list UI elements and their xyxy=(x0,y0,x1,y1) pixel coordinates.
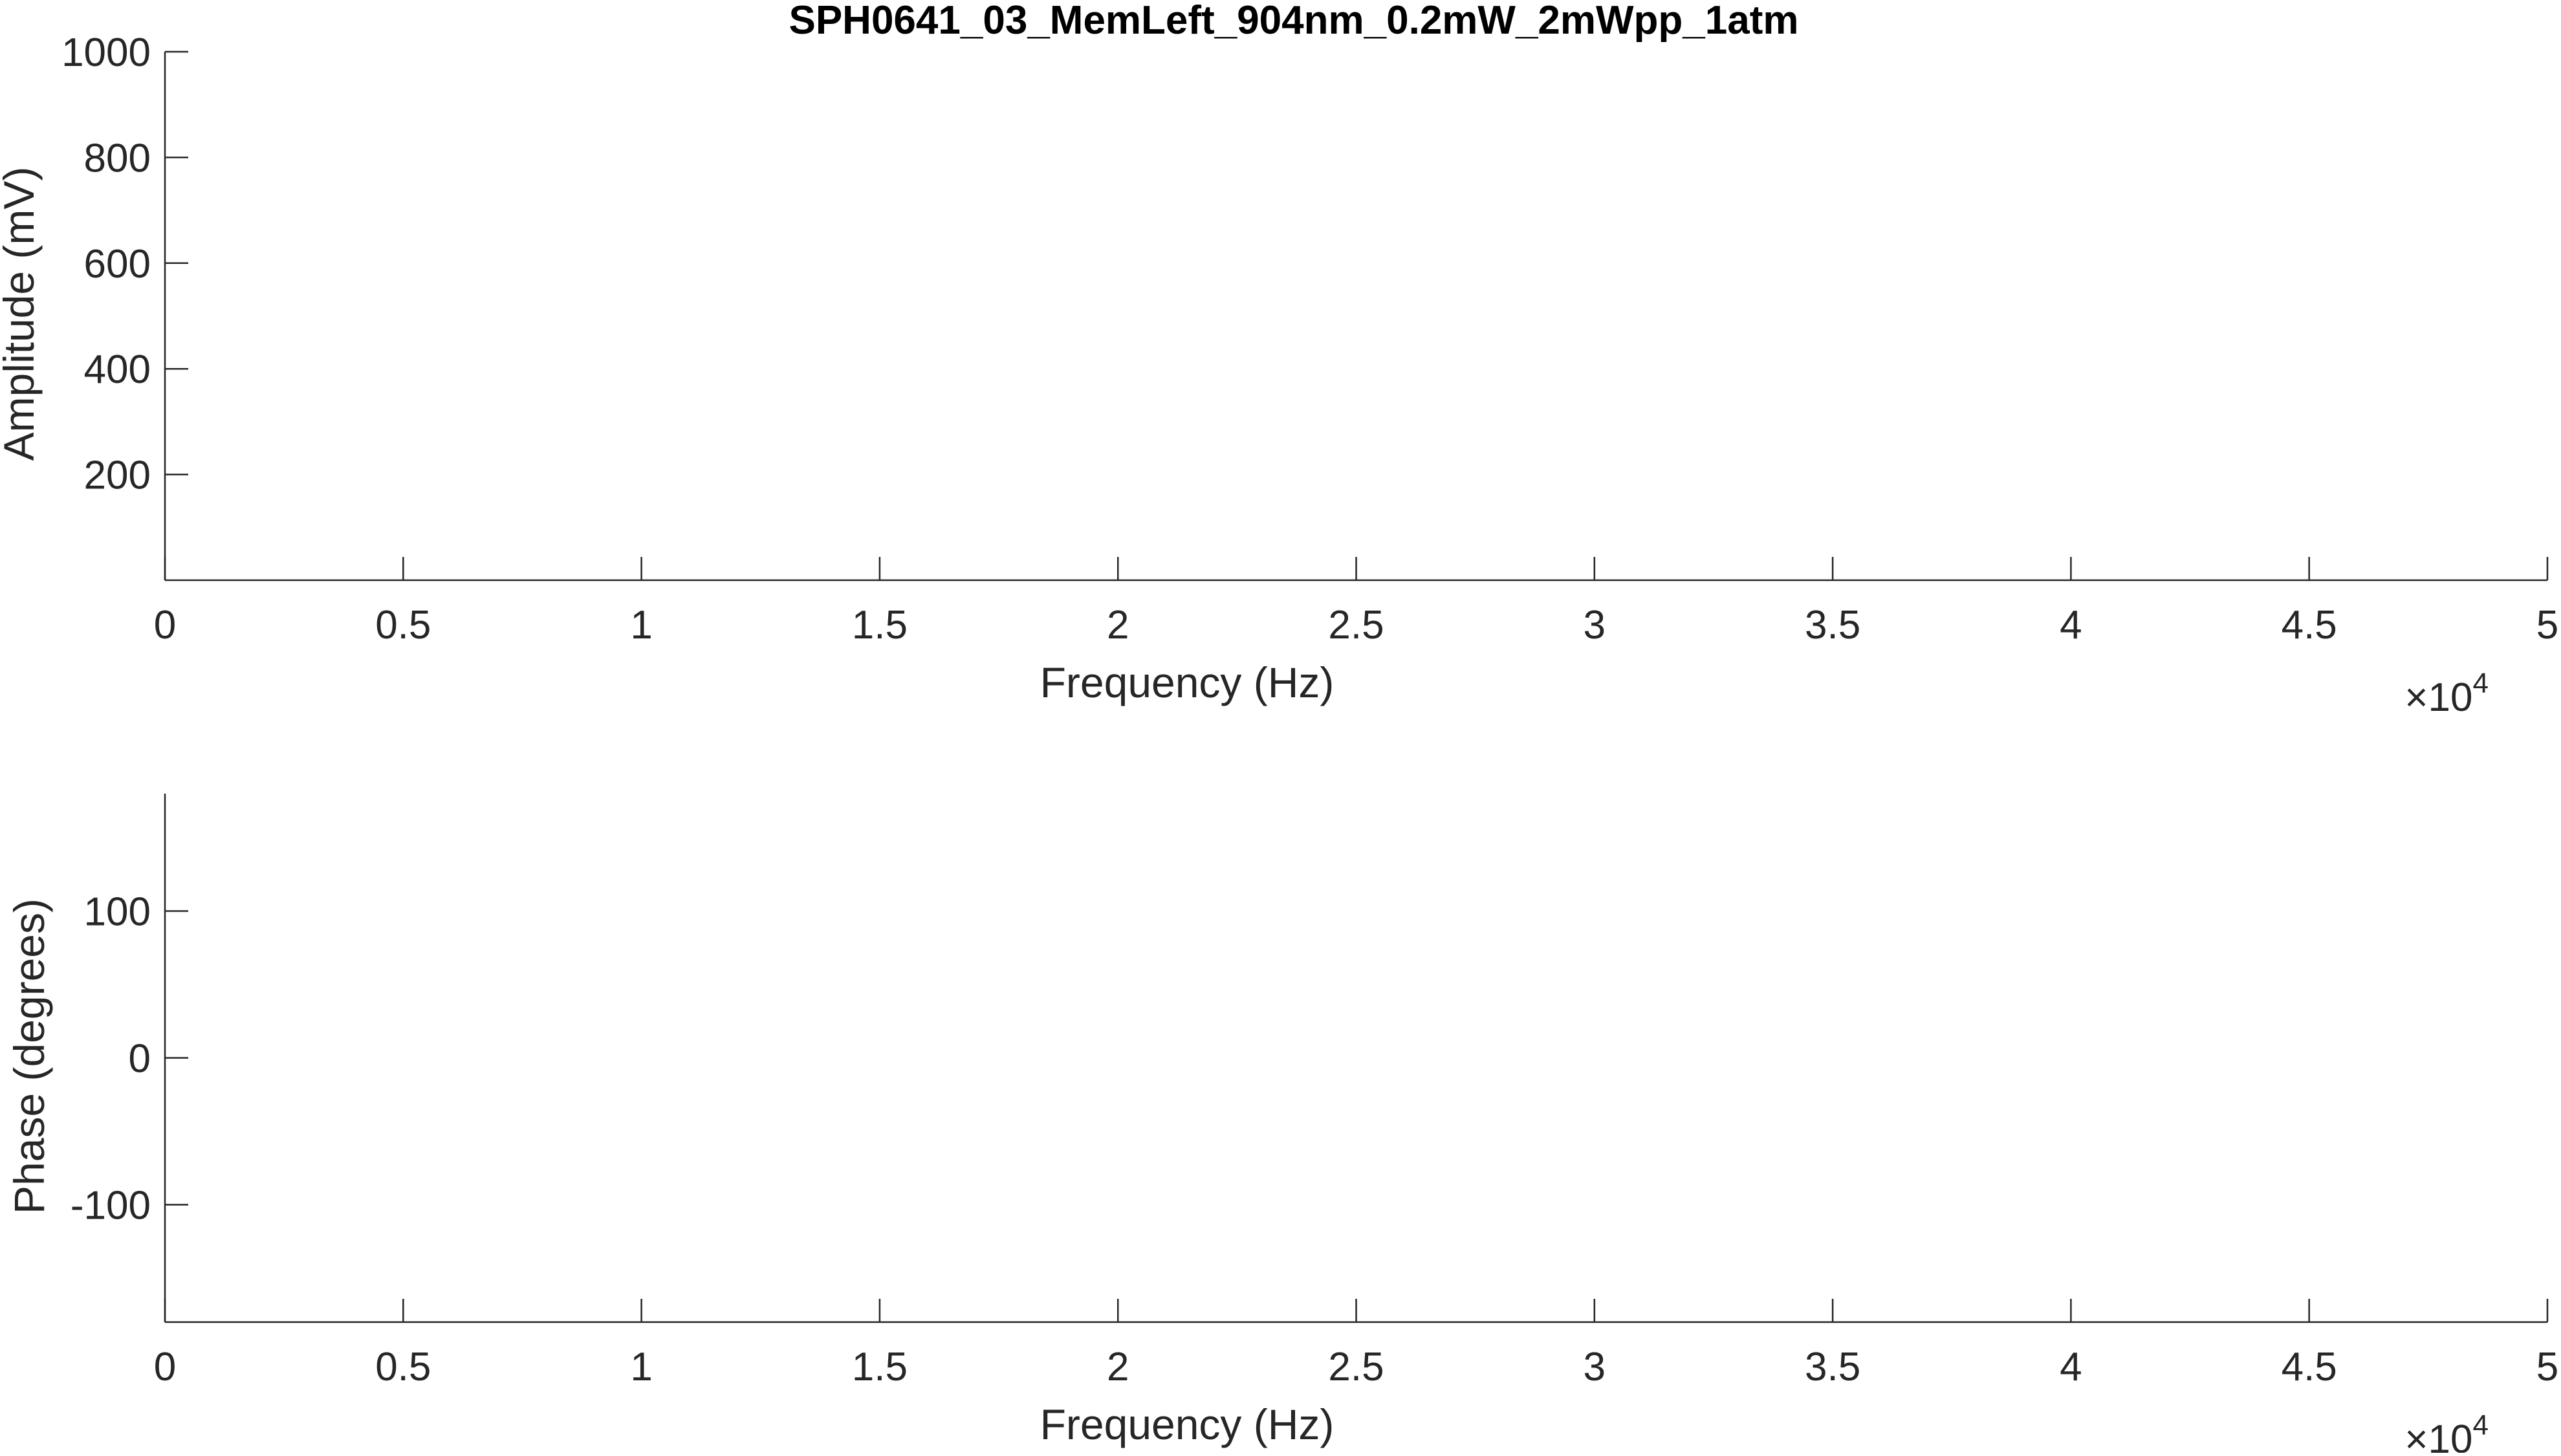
x-tick-label: 1.5 xyxy=(852,1345,908,1389)
x-tick-label: 0 xyxy=(154,603,176,647)
x-tick-label: 0 xyxy=(154,1345,176,1389)
x-tick-label: 5 xyxy=(2536,603,2558,647)
x-tick-label: 0.5 xyxy=(375,603,431,647)
x-tick-label: 1.5 xyxy=(852,603,908,647)
y-tick-label: -100 xyxy=(71,1183,151,1228)
x-tick-label: 2.5 xyxy=(1328,603,1384,647)
y-tick-label: 1000 xyxy=(61,30,151,75)
y-tick-label: 200 xyxy=(84,453,151,498)
x-tick-label: 3 xyxy=(1584,1345,1606,1389)
amplitude-plot: Frequency (Hz) Amplitude (mV) ×104 0 0.5 1… xyxy=(0,30,2558,720)
x-tick-label: 2.5 xyxy=(1328,1345,1384,1389)
x-tick-label: 5 xyxy=(2536,1345,2558,1389)
x-exponent-label: ×104 xyxy=(2404,1409,2489,1453)
x-tick-label: 3.5 xyxy=(1805,603,1860,647)
phase-plot: Frequency (Hz) Phase (degrees) ×104 0 0.5… xyxy=(5,794,2558,1456)
y-axis-label: Phase (degrees) xyxy=(5,898,53,1214)
x-tick-label: 0.5 xyxy=(375,1345,431,1389)
x-tick-label: 3.5 xyxy=(1805,1345,1860,1389)
x-tick-label: 2 xyxy=(1107,1345,1129,1389)
y-tick-label: 100 xyxy=(84,890,151,935)
y-tick-label: 0 xyxy=(129,1037,151,1081)
x-exponent-label: ×104 xyxy=(2404,668,2489,720)
y-tick-label: 800 xyxy=(84,136,151,180)
chart-title: SPH0641_03_MemLeft_904nm_0.2mW_2mWpp_1at… xyxy=(789,0,1798,43)
x-tick-label: 2 xyxy=(1107,603,1129,647)
y-tick-label: 400 xyxy=(84,347,151,392)
x-tick-label: 4 xyxy=(2060,1345,2082,1389)
x-tick-label: 4.5 xyxy=(2282,603,2337,647)
x-tick-label: 4.5 xyxy=(2282,1345,2337,1389)
x-tick-label: 4 xyxy=(2060,603,2082,647)
y-tick-label: 600 xyxy=(84,242,151,287)
y-axis-label: Amplitude (mV) xyxy=(0,167,43,461)
x-axis-label: Frequency (Hz) xyxy=(1040,1400,1335,1448)
x-axis-label: Frequency (Hz) xyxy=(1040,658,1335,706)
x-tick-label: 1 xyxy=(630,603,652,647)
x-tick-label: 3 xyxy=(1584,603,1606,647)
x-tick-label: 1 xyxy=(630,1345,652,1389)
